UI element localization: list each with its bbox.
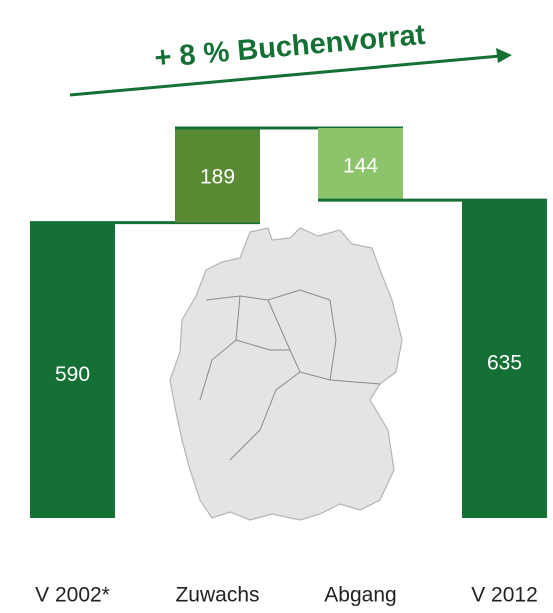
bar (30, 222, 115, 518)
x-tick-label: Zuwachs (175, 584, 259, 607)
map-germany (169, 227, 403, 521)
value-label: 590 (55, 363, 90, 386)
trend-arrow-head (496, 48, 512, 63)
bar (318, 128, 403, 201)
bar (462, 200, 547, 519)
bar (175, 128, 260, 223)
value-label: 189 (200, 166, 235, 189)
value-label: 635 (487, 352, 522, 375)
x-tick-label: Abgang (324, 584, 396, 607)
value-label: 144 (343, 155, 378, 178)
x-tick-label: V 2012 (471, 584, 538, 607)
x-tick-label: V 2002* (35, 584, 110, 607)
trend-arrow-line (69, 54, 501, 97)
